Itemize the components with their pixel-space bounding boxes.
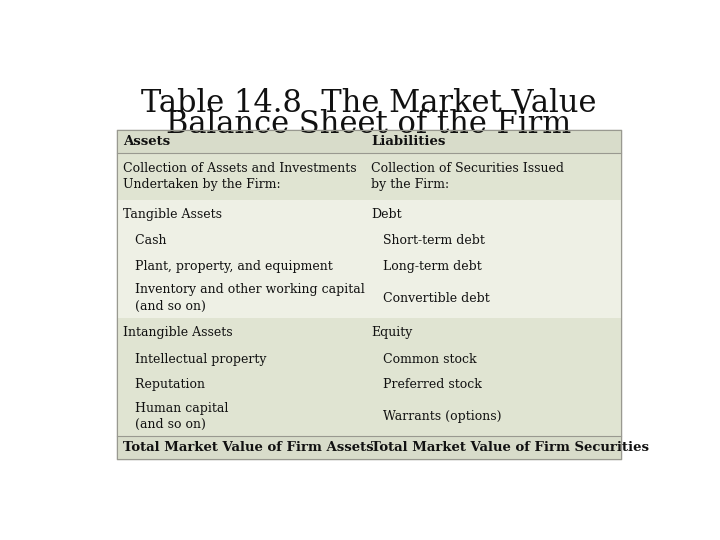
Text: Liabilities: Liabilities [372, 136, 446, 148]
Text: Short-term debt: Short-term debt [372, 234, 485, 247]
Bar [117, 396, 621, 436]
Text: Total Market Value of Firm Securities: Total Market Value of Firm Securities [372, 441, 649, 454]
Text: Inventory and other working capital
   (and so on): Inventory and other working capital (and… [123, 284, 365, 313]
Bar [117, 347, 621, 372]
Bar [117, 130, 621, 459]
Text: Plant, property, and equipment: Plant, property, and equipment [123, 260, 333, 273]
Text: Balance Sheet of the Firm: Balance Sheet of the Firm [166, 110, 572, 140]
Bar [117, 200, 621, 228]
Bar [117, 436, 621, 459]
Bar [117, 372, 621, 396]
Text: Preferred stock: Preferred stock [372, 377, 482, 390]
Text: Human capital
   (and so on): Human capital (and so on) [123, 402, 229, 431]
Bar [117, 318, 621, 347]
Bar [117, 153, 621, 200]
Text: Long-term debt: Long-term debt [372, 260, 482, 273]
Text: Collection of Securities Issued
by the Firm:: Collection of Securities Issued by the F… [372, 162, 564, 191]
Text: Assets: Assets [123, 136, 171, 148]
Text: Tangible Assets: Tangible Assets [123, 208, 222, 221]
Text: Common stock: Common stock [372, 353, 477, 366]
Bar [117, 279, 621, 318]
Text: Intangible Assets: Intangible Assets [123, 326, 233, 339]
Text: Convertible debt: Convertible debt [372, 292, 490, 305]
Text: Intellectual property: Intellectual property [123, 353, 267, 366]
Bar [117, 130, 621, 153]
Text: Cash: Cash [123, 234, 167, 247]
Text: Table 14.8  The Market Value: Table 14.8 The Market Value [141, 88, 597, 119]
Text: Collection of Assets and Investments
Undertaken by the Firm:: Collection of Assets and Investments Und… [123, 162, 357, 191]
Text: Reputation: Reputation [123, 377, 205, 390]
Text: Debt: Debt [372, 208, 402, 221]
Bar [117, 253, 621, 279]
Text: Equity: Equity [372, 326, 413, 339]
Text: Total Market Value of Firm Assets: Total Market Value of Firm Assets [123, 441, 374, 454]
Bar [117, 228, 621, 253]
Text: Warrants (options): Warrants (options) [372, 410, 502, 423]
